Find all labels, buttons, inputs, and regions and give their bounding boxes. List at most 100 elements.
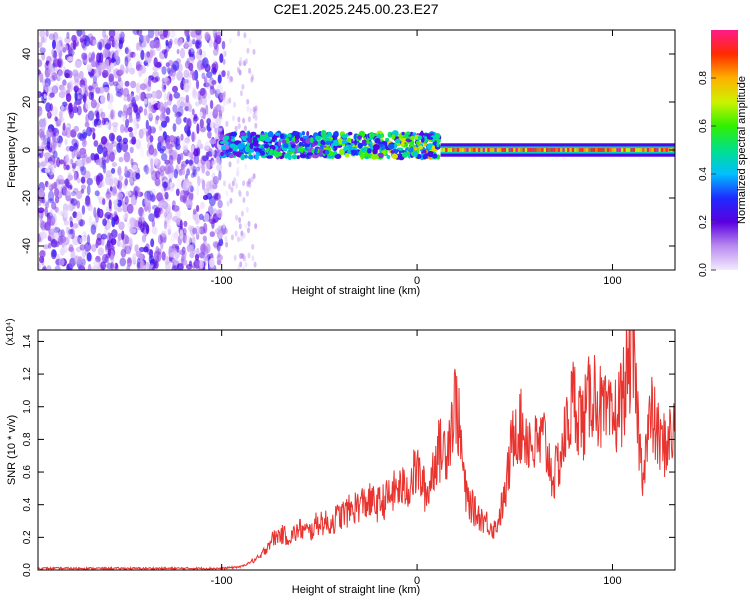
heatmap-cell (106, 222, 111, 230)
heatmap-cell (203, 213, 210, 222)
heatmap-cell (114, 32, 121, 39)
heatmap-cell (200, 87, 207, 99)
heatmap-cell (298, 141, 303, 147)
heatmap-cell (133, 52, 140, 61)
heatmap-cell (193, 148, 199, 157)
signal-line-core (440, 146, 675, 154)
heatmap-cell (216, 163, 223, 172)
heatmap-cell (546, 148, 549, 152)
heatmap-cell (134, 203, 139, 215)
heatmap-cell (259, 134, 267, 141)
heatmap-cell (255, 134, 260, 138)
heatmap-cell (68, 47, 73, 58)
heatmap-cell (247, 137, 253, 144)
heatmap-cell (52, 58, 60, 68)
heatmap-cell (141, 127, 147, 135)
heatmap-cell (154, 177, 161, 187)
heatmap-cell (46, 265, 52, 270)
heatmap-cell (38, 69, 42, 75)
heatmap-cell (118, 242, 124, 248)
heatmap-cell (412, 132, 417, 136)
heatmap-cell (155, 89, 163, 100)
heatmap-cell (55, 82, 60, 91)
heatmap-cell (84, 242, 92, 252)
heatmap-cell (193, 113, 198, 119)
heatmap-cell (185, 94, 190, 103)
heatmap-cell (57, 174, 64, 183)
heatmap-cell (581, 148, 584, 152)
heatmap-cell (80, 184, 86, 190)
heatmap-cell (130, 158, 134, 166)
heatmap-cell (296, 131, 300, 138)
heatmap-cell (209, 159, 217, 165)
heatmap-cell (307, 152, 313, 156)
heatmap-cell (164, 215, 169, 225)
heatmap-cell (646, 148, 650, 152)
heatmap-cell (267, 131, 274, 138)
heatmap-cell (515, 148, 518, 152)
heatmap-cell (105, 121, 109, 129)
heatmap-cell (55, 206, 59, 214)
heatmap-cell (524, 148, 528, 152)
heatmap-cell (211, 172, 216, 180)
heatmap-cell (78, 265, 86, 270)
heatmap-cell (252, 137, 258, 142)
heatmap-cell (520, 148, 523, 152)
heatmap-cell (155, 115, 160, 121)
heatmap-cell (182, 232, 187, 244)
heatmap-cell (165, 224, 172, 232)
heatmap-cell (199, 126, 207, 133)
heatmap-cell (159, 210, 166, 219)
heatmap-cell (124, 195, 129, 205)
heatmap-cell (402, 152, 408, 158)
heatmap-cell (205, 160, 211, 171)
heatmap-cell (196, 186, 200, 196)
heatmap-cell (213, 39, 218, 50)
heatmap-cell (213, 106, 218, 115)
heatmap-cell (118, 138, 123, 150)
heatmap-cell (478, 148, 481, 152)
heatmap-cell (48, 164, 53, 176)
heatmap-cell (95, 159, 101, 166)
heatmap-cell (179, 48, 186, 59)
heatmap-cell (287, 133, 292, 138)
colorbar-gradient (711, 30, 738, 270)
heatmap-cell (214, 32, 218, 43)
heatmap-cell (104, 211, 112, 219)
heatmap-cell (108, 132, 115, 142)
heatmap-cell (182, 79, 186, 85)
heatmap-cell (405, 131, 411, 136)
y-tick-label: -40 (21, 238, 33, 254)
heatmap-cell (167, 164, 174, 175)
heatmap-cell (300, 147, 304, 153)
heatmap-cell (184, 106, 190, 112)
heatmap-cell (243, 125, 247, 132)
heatmap-cell (110, 110, 114, 120)
heatmap-cell (107, 102, 113, 111)
heatmap-cell (237, 236, 240, 243)
heatmap-cell (234, 230, 238, 237)
heatmap-cell (191, 72, 196, 81)
heatmap-cell (58, 179, 66, 185)
heatmap-cell (222, 222, 226, 229)
heatmap-cell (506, 148, 509, 152)
heatmap-cell (138, 128, 144, 139)
heatmap-cell (119, 31, 125, 39)
heatmap-cell (630, 148, 633, 152)
heatmap-cell (226, 98, 230, 105)
heatmap-cell (44, 157, 50, 164)
heatmap-cell (65, 127, 72, 138)
heatmap-cell (123, 95, 128, 102)
heatmap-cell (98, 157, 105, 168)
heatmap-cell (432, 141, 438, 146)
heatmap-cell (105, 174, 111, 186)
heatmap-cell (118, 221, 125, 231)
heatmap-cell (341, 140, 346, 144)
heatmap-cell (85, 195, 91, 206)
heatmap-cell (597, 148, 600, 152)
heatmap-cell (609, 148, 612, 152)
heatmap-cell (81, 205, 86, 215)
heatmap-cell (56, 157, 61, 168)
heatmap-cell (111, 217, 116, 228)
heatmap-cell (225, 144, 230, 150)
